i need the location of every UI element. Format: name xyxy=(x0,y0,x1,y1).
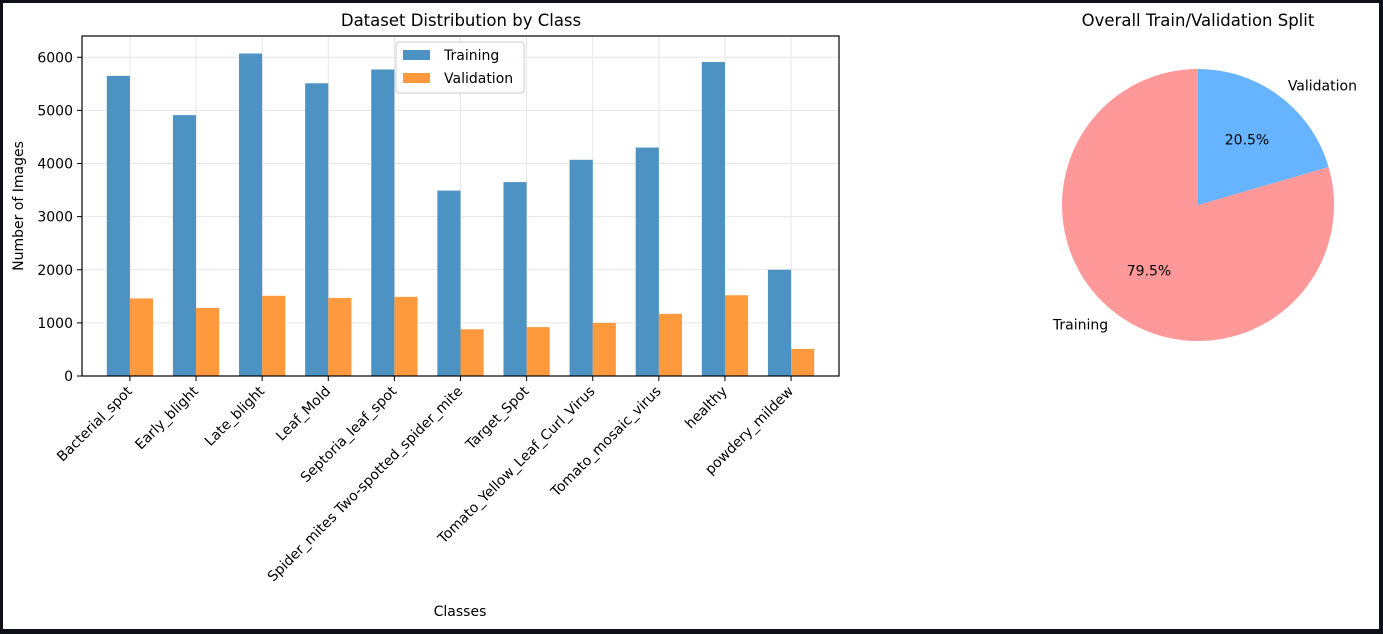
bar-training xyxy=(239,53,263,376)
x-tick-label: Late_blight xyxy=(202,383,268,449)
pie-label-validation: Validation xyxy=(1288,78,1357,94)
pie-label-training: Training xyxy=(1052,318,1108,334)
x-tick-label: Early_blight xyxy=(132,383,202,453)
pie-chart-title: Overall Train/Validation Split xyxy=(1082,11,1315,30)
bar-training xyxy=(437,190,461,376)
bar-training xyxy=(106,75,130,376)
legend-swatch-validation xyxy=(403,73,430,83)
figure-canvas: Dataset Distribution by Class 0 1000 2000 3… xyxy=(3,3,1379,629)
bar-training xyxy=(172,115,197,376)
legend-label-validation: Validation xyxy=(444,71,513,87)
bar-validation xyxy=(791,348,815,376)
y-tick-label: 0 xyxy=(64,369,73,385)
x-tick-label: Target_Spot xyxy=(462,383,532,453)
y-tick-label: 2000 xyxy=(37,263,73,279)
bar-training xyxy=(701,62,725,376)
pie-slice-validation xyxy=(1198,69,1329,205)
bar-chart-title: Dataset Distribution by Class xyxy=(341,11,581,30)
bar-validation xyxy=(526,327,550,376)
bar-validation xyxy=(460,329,484,376)
bar-training xyxy=(305,83,329,376)
bar-validation xyxy=(262,295,286,376)
pie-slices xyxy=(1062,69,1334,341)
y-tick-label: 4000 xyxy=(37,157,73,173)
x-tick-label: healthy xyxy=(682,384,731,433)
figure-svg: Dataset Distribution by Class 0 1000 2000 3… xyxy=(11,11,1357,620)
pie-pct-training: 79.5% xyxy=(1127,263,1171,279)
x-tick-label: Bacterial_spot xyxy=(54,383,136,465)
legend-swatch-training xyxy=(403,50,430,60)
x-tick-label: Tomato_mosaic_virus xyxy=(547,384,664,501)
bar-training xyxy=(635,147,659,376)
bar-validation xyxy=(328,297,352,376)
bar-training xyxy=(569,159,593,376)
bar-legend: Training Validation xyxy=(395,41,525,94)
bar-validation xyxy=(129,298,154,376)
legend-label-training: Training xyxy=(443,48,499,64)
bar-chart: Dataset Distribution by Class 0 1000 2000 3… xyxy=(11,11,840,620)
pie-pct-validation: 20.5% xyxy=(1225,133,1269,149)
y-tick-label: 6000 xyxy=(37,50,73,66)
bar-validation xyxy=(394,296,418,376)
bar-y-axis-label: Number of Images xyxy=(11,141,27,271)
pie-slice-training xyxy=(1062,69,1334,341)
bar-x-axis-label: Classes xyxy=(434,604,487,620)
bar-validation xyxy=(196,308,220,376)
y-tick-label: 1000 xyxy=(37,316,73,332)
bar-validation xyxy=(658,313,682,376)
bar-y-ticks: 0 1000 2000 3000 4000 5000 6000 xyxy=(37,50,82,385)
bar-validation xyxy=(592,322,616,376)
x-tick-label: Leaf_Mold xyxy=(273,384,334,445)
bar-validation xyxy=(724,295,749,376)
bar-training xyxy=(371,69,395,376)
bar-bars xyxy=(106,53,815,376)
y-tick-label: 3000 xyxy=(37,210,73,226)
bar-training xyxy=(503,182,527,376)
bar-training xyxy=(767,269,792,376)
pie-labels: 79.5% Training 20.5% Validation xyxy=(1052,78,1357,333)
pie-chart: Overall Train/Validation Split 79.5% Trai… xyxy=(1052,11,1357,341)
y-tick-label: 5000 xyxy=(37,103,73,119)
